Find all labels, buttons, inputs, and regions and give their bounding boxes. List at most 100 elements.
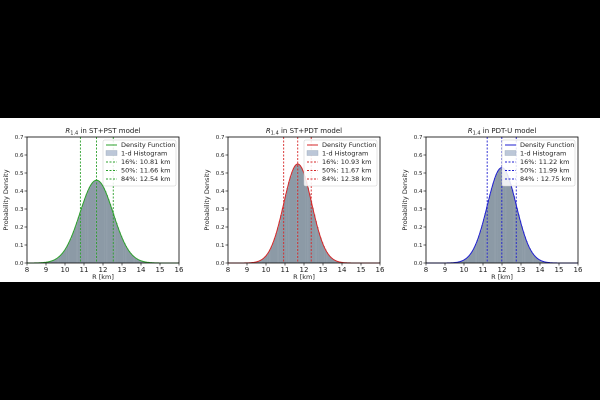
histogram-bar — [311, 207, 314, 263]
histogram-bar — [494, 177, 496, 263]
histogram-bar — [74, 226, 77, 263]
x-tick-label: 9 — [245, 266, 249, 274]
histogram-bar — [114, 218, 116, 263]
title-text: in ST+PST model — [78, 127, 140, 135]
histogram-bar — [85, 194, 88, 263]
histogram-bar — [536, 258, 539, 263]
histogram-bar — [502, 167, 504, 263]
histogram-bar — [283, 201, 286, 263]
histogram-bar — [513, 195, 515, 263]
histogram-bar — [141, 261, 143, 263]
histogram-bar — [137, 259, 140, 263]
legend-label: Density Function — [322, 141, 376, 149]
histogram-bar — [144, 261, 146, 263]
histogram-bar — [294, 165, 297, 263]
histogram-bar — [319, 237, 322, 263]
x-tick-label: 12 — [300, 266, 309, 274]
x-tick-label: 14 — [137, 266, 146, 274]
chart-panel-1: R1.4 in ST+PST model 8 9 10 11 12 13 14 15 16 R [k… — [2, 127, 184, 281]
title-text: in ST+PDT model — [279, 127, 342, 135]
histogram-bar — [457, 261, 460, 263]
histogram-bar — [66, 245, 69, 263]
histogram-bar — [489, 194, 492, 263]
histogram-bar — [481, 225, 484, 263]
histogram-bar — [517, 214, 520, 263]
histogram-bar — [278, 221, 281, 263]
x-tick-label: 13 — [118, 266, 127, 274]
histogram-bar — [313, 214, 316, 263]
x-tick-label: 10 — [460, 266, 469, 274]
histogram-bar — [117, 227, 120, 263]
histogram-bar — [300, 167, 303, 263]
histogram-bar — [464, 259, 466, 263]
histogram-bar — [525, 240, 528, 263]
chart-title: R1.4 in ST+PDT model — [266, 127, 342, 137]
y-tick-label: 0.2 — [414, 225, 423, 231]
histogram-bar — [49, 261, 51, 263]
x-tick-label: 14 — [338, 266, 347, 274]
histogram-bar — [476, 239, 479, 263]
histogram-bar — [122, 239, 124, 263]
legend-label: 16%: 10.81 km — [121, 158, 170, 166]
histogram-bar — [316, 226, 319, 263]
histogram-bar — [93, 180, 96, 263]
y-tick-label: 0.3 — [15, 207, 24, 213]
histogram-bar — [262, 258, 265, 263]
y-tick-label: 0.5 — [216, 171, 225, 177]
histogram-bar — [538, 259, 541, 263]
y-tick-label: 0.1 — [414, 243, 423, 249]
histogram-bar — [134, 257, 137, 263]
histogram-bar — [136, 258, 139, 263]
histogram-bar — [459, 261, 462, 263]
histogram-bar — [84, 198, 86, 263]
x-tick-label: 8 — [25, 266, 29, 274]
y-axis-label: Probability Density — [2, 169, 10, 230]
histogram-bar — [266, 254, 268, 263]
legend-box — [102, 139, 177, 187]
histogram-bar — [87, 190, 89, 263]
legend-label: 84%: 12.38 km — [322, 175, 371, 183]
y-tick-label: 0.4 — [15, 189, 24, 195]
histogram-bar — [280, 214, 283, 263]
histogram-bar — [330, 258, 333, 263]
histogram-bar — [470, 253, 473, 263]
histogram-bar — [528, 248, 531, 263]
histogram-bar — [115, 222, 118, 263]
histogram-bar — [273, 238, 276, 263]
legend-label: 1-d Histogram — [520, 150, 566, 158]
histogram-bar — [142, 261, 145, 263]
histogram-bar — [77, 217, 80, 263]
histogram-bar — [323, 246, 325, 263]
histogram-bar — [299, 165, 302, 263]
histogram-bar — [495, 173, 498, 263]
histogram-bar — [63, 250, 66, 263]
histogram-bar — [288, 181, 290, 263]
histogram-bar — [61, 252, 64, 263]
y-tick-label: 0.4 — [414, 189, 423, 195]
histogram-bar — [286, 188, 289, 263]
legend-box — [501, 139, 576, 187]
histogram-bar — [327, 254, 330, 263]
title-symbol: R — [468, 127, 473, 135]
y-tick-label: 0.0 — [216, 261, 225, 267]
histogram-bar — [128, 251, 131, 263]
histogram-bar — [99, 182, 102, 263]
histogram-bar — [103, 187, 105, 263]
histogram-bar — [522, 231, 525, 263]
histogram-bar — [285, 194, 287, 263]
histogram-bar — [532, 253, 534, 263]
x-axis-label: R [km] — [293, 273, 315, 281]
x-tick-label: 11 — [281, 266, 290, 274]
histogram-bar — [516, 208, 519, 263]
x-tick-label: 14 — [536, 266, 545, 274]
y-tick-label: 0.6 — [414, 153, 423, 159]
histogram-bar — [55, 258, 58, 263]
histogram-bar — [95, 180, 97, 263]
histogram-bar — [281, 208, 284, 263]
histogram-bar — [118, 231, 121, 263]
histogram-bar — [90, 184, 93, 263]
y-tick-label: 0.7 — [15, 135, 24, 141]
legend-label: Density Function — [520, 141, 574, 149]
histogram-bar — [277, 227, 279, 263]
histogram-bar — [321, 242, 324, 263]
